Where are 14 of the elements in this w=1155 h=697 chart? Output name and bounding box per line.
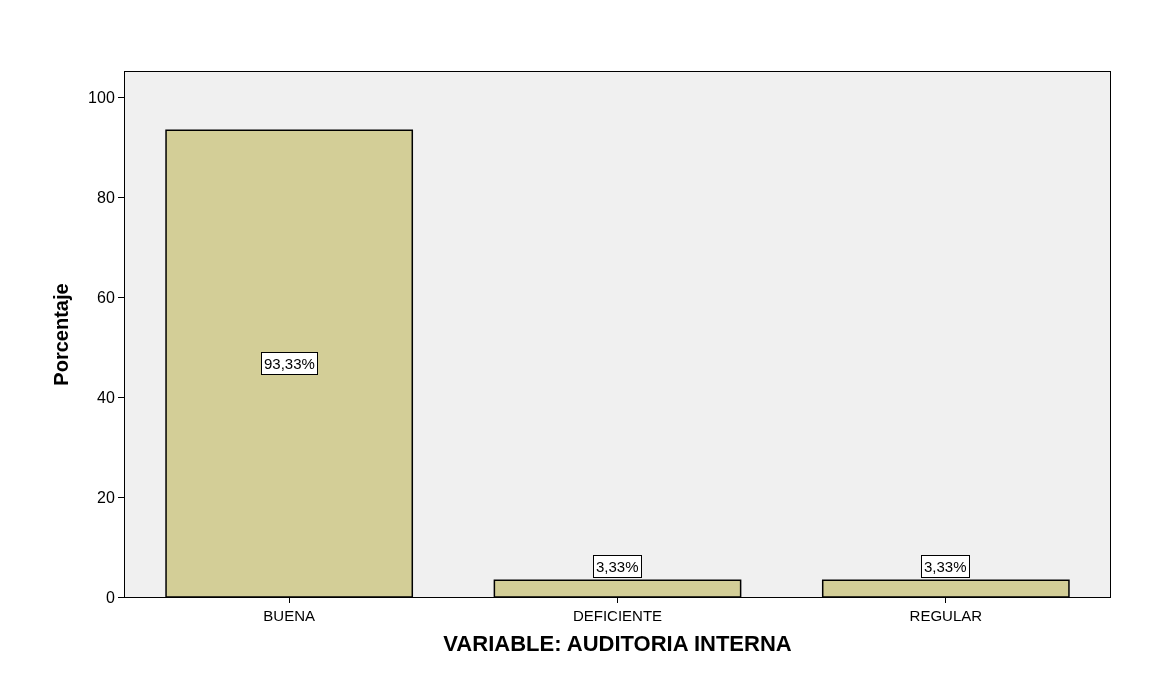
y-tick-label: 60 <box>97 288 115 306</box>
y-tick-label: 20 <box>97 488 115 506</box>
x-tick-label: REGULAR <box>909 607 983 624</box>
y-tick-label: 80 <box>97 188 115 206</box>
x-tick-label: DEFICIENTE <box>572 607 663 624</box>
data-label: 3,33% <box>596 558 639 575</box>
x-tick-label: BUENA <box>263 607 316 624</box>
y-tick-label: 100 <box>88 88 115 106</box>
y-tick-label: 40 <box>97 388 115 406</box>
data-label: 3,33% <box>924 558 967 575</box>
y-tick-label: 0 <box>105 588 115 606</box>
data-label: 93,33% <box>264 355 315 372</box>
y-axis-title: Porcentaje <box>49 283 72 386</box>
x-axis-title: VARIABLE: AUDITORIA INTERNA <box>443 630 792 656</box>
